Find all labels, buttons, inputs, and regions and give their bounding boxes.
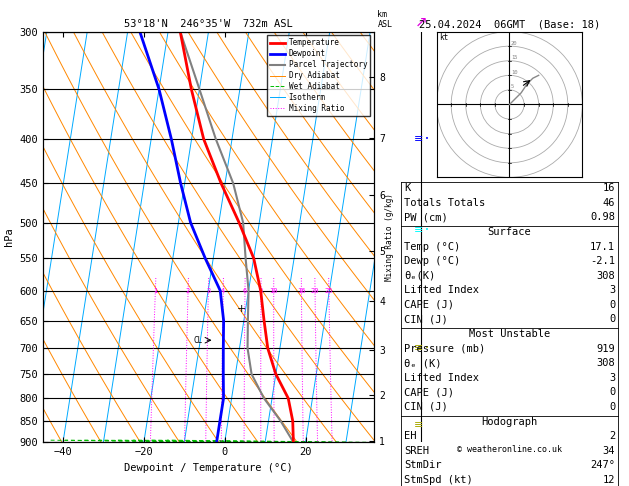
Text: 3: 3 (609, 285, 615, 295)
Text: ↗: ↗ (415, 15, 428, 29)
Text: EH: EH (404, 431, 416, 441)
Text: Lifted Index: Lifted Index (404, 373, 479, 383)
Text: CL: CL (194, 336, 203, 345)
Text: StmDir: StmDir (404, 460, 442, 470)
Text: StmSpd (kt): StmSpd (kt) (404, 475, 472, 485)
Text: K: K (404, 183, 410, 193)
Text: 10: 10 (511, 70, 518, 75)
Text: 0: 0 (609, 300, 615, 310)
Text: ≡: ≡ (414, 343, 423, 353)
Text: 919: 919 (596, 344, 615, 354)
Text: Dewp (°C): Dewp (°C) (404, 256, 460, 266)
Text: 0: 0 (609, 314, 615, 325)
Text: •: • (425, 346, 428, 351)
Text: Surface: Surface (487, 227, 532, 237)
Text: 10: 10 (269, 288, 278, 294)
Text: Lifted Index: Lifted Index (404, 285, 479, 295)
Text: Mixing Ratio (g/kg): Mixing Ratio (g/kg) (386, 193, 394, 281)
Text: Most Unstable: Most Unstable (469, 329, 550, 339)
Text: 0: 0 (609, 387, 615, 398)
Text: Pressure (mb): Pressure (mb) (404, 344, 485, 354)
Text: 12: 12 (603, 475, 615, 485)
Text: 20: 20 (511, 41, 518, 46)
Text: km
ASL: km ASL (377, 10, 392, 29)
Text: 6: 6 (243, 288, 247, 294)
Text: θₑ (K): θₑ (K) (404, 358, 442, 368)
Text: 1: 1 (153, 288, 157, 294)
Text: 34: 34 (603, 446, 615, 456)
Text: 16: 16 (297, 288, 306, 294)
Text: CIN (J): CIN (J) (404, 402, 448, 412)
Text: ≡: ≡ (414, 420, 423, 430)
Text: 0.98: 0.98 (590, 212, 615, 223)
Legend: Temperature, Dewpoint, Parcel Trajectory, Dry Adiabat, Wet Adiabat, Isotherm, Mi: Temperature, Dewpoint, Parcel Trajectory… (267, 35, 370, 116)
Text: 17.1: 17.1 (590, 242, 615, 252)
Text: -2.1: -2.1 (590, 256, 615, 266)
Text: Totals Totals: Totals Totals (404, 198, 485, 208)
Text: CAPE (J): CAPE (J) (404, 387, 454, 398)
Text: CIN (J): CIN (J) (404, 314, 448, 325)
Text: 3: 3 (609, 373, 615, 383)
Text: 2: 2 (609, 431, 615, 441)
Text: 0: 0 (609, 402, 615, 412)
Text: 25: 25 (325, 288, 333, 294)
Text: 53°18'N  246°35'W  732m ASL: 53°18'N 246°35'W 732m ASL (124, 19, 293, 29)
Text: 308: 308 (596, 271, 615, 281)
Text: SREH: SREH (404, 446, 429, 456)
Text: 5: 5 (511, 85, 514, 89)
Text: 2: 2 (186, 288, 190, 294)
Text: 15: 15 (511, 55, 518, 60)
Text: CAPE (J): CAPE (J) (404, 300, 454, 310)
Text: ≡: ≡ (414, 225, 423, 235)
Text: 25.04.2024  06GMT  (Base: 18): 25.04.2024 06GMT (Base: 18) (419, 19, 600, 29)
Text: •: • (425, 136, 428, 142)
Text: 308: 308 (596, 358, 615, 368)
Text: 8: 8 (259, 288, 263, 294)
Text: Temp (°C): Temp (°C) (404, 242, 460, 252)
Text: ≡: ≡ (414, 134, 423, 144)
Text: PW (cm): PW (cm) (404, 212, 448, 223)
Text: +: + (237, 304, 247, 314)
X-axis label: Dewpoint / Temperature (°C): Dewpoint / Temperature (°C) (124, 463, 293, 473)
Text: 46: 46 (603, 198, 615, 208)
Text: 3: 3 (206, 288, 211, 294)
Y-axis label: hPa: hPa (4, 227, 14, 246)
Text: 16: 16 (603, 183, 615, 193)
Text: 4: 4 (221, 288, 225, 294)
Text: © weatheronline.co.uk: © weatheronline.co.uk (457, 445, 562, 454)
Text: Hodograph: Hodograph (481, 417, 538, 427)
Text: 20: 20 (311, 288, 320, 294)
Text: 247°: 247° (590, 460, 615, 470)
Text: θₑ(K): θₑ(K) (404, 271, 435, 281)
Text: •: • (425, 227, 428, 233)
Text: kt: kt (440, 34, 448, 42)
